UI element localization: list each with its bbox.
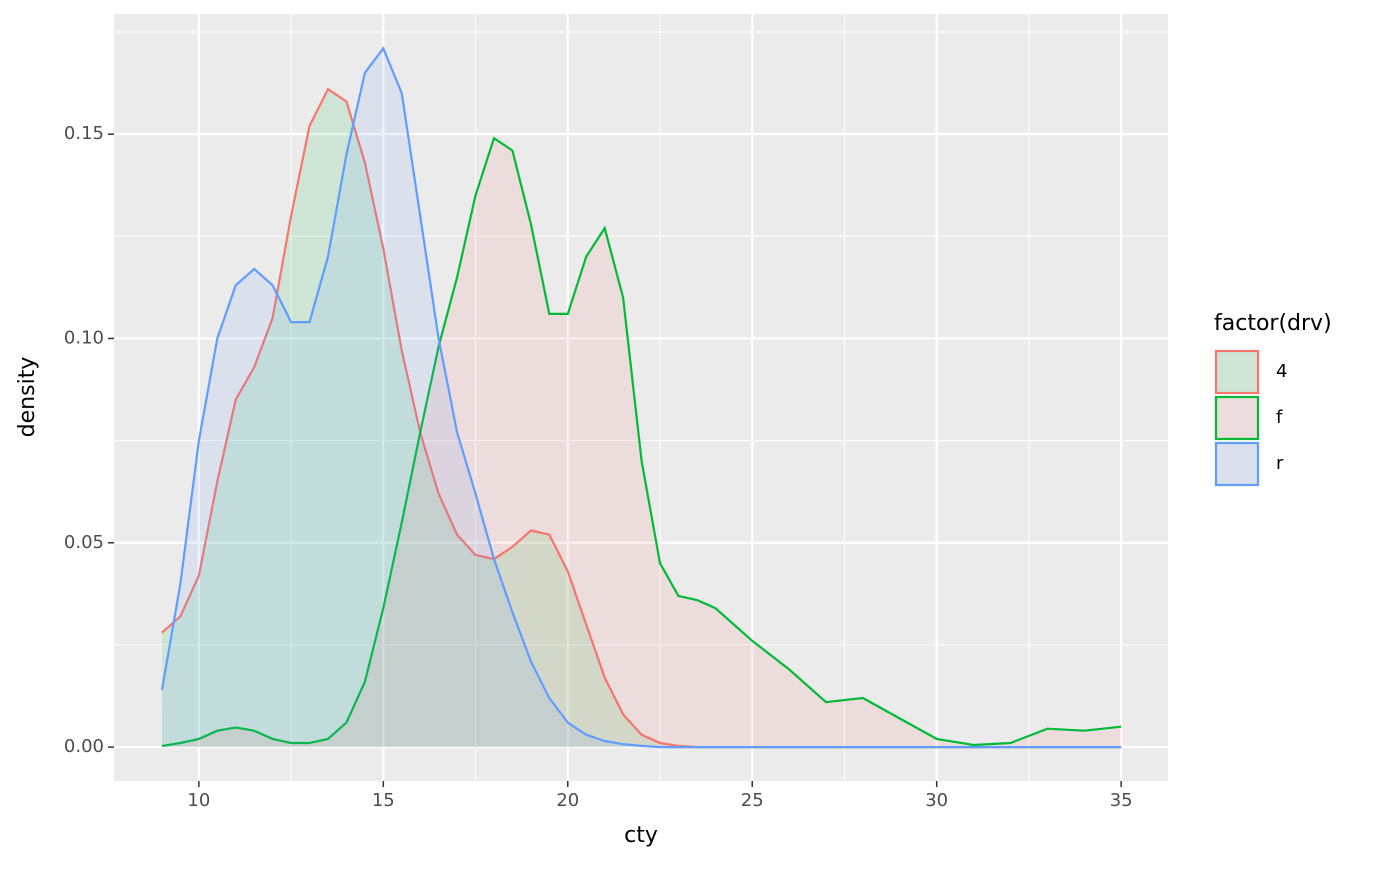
y-tick-label: 0.05 (64, 532, 104, 553)
x-tick-label: 20 (556, 790, 579, 811)
density-area (161, 89, 1122, 748)
x-tick-label: 35 (1110, 790, 1133, 811)
y-axis-label: density (15, 357, 40, 438)
x-tick-label: 10 (187, 790, 210, 811)
y-tick-label: 0.15 (64, 123, 104, 144)
legend-key (1214, 395, 1260, 441)
x-tick-label: 30 (925, 790, 948, 811)
density-area (161, 48, 1122, 748)
legend-key-bg (1216, 397, 1258, 439)
legend-label: 4 (1276, 361, 1287, 382)
legend-title: factor(drv) (1214, 311, 1332, 336)
x-axis-label: cty (624, 823, 658, 848)
legend-key (1214, 441, 1260, 487)
x-tick-label: 25 (741, 790, 764, 811)
y-tick-label: 0.10 (64, 327, 104, 348)
density-line (160, 46, 1122, 749)
legend-label: r (1276, 453, 1284, 474)
legend-key-bg (1216, 443, 1258, 485)
panel (114, 14, 1168, 781)
density-line (161, 136, 1122, 747)
legend-key (1214, 349, 1260, 395)
density-area (161, 138, 1122, 748)
y-tick-label: 0.00 (64, 736, 104, 757)
x-tick-label: 15 (372, 790, 395, 811)
legend-label: f (1276, 407, 1283, 428)
legend-key-bg (1216, 351, 1258, 393)
